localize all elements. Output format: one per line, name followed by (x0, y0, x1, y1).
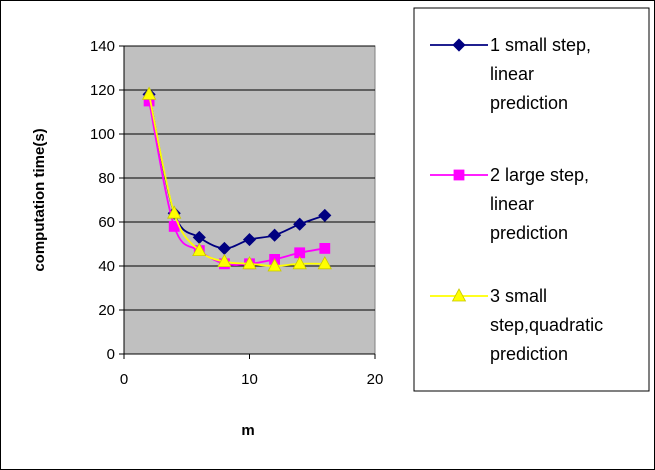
data-point (242, 255, 257, 270)
legend-marker (453, 169, 465, 181)
data-point (192, 242, 207, 257)
legend-label: linear (490, 64, 534, 84)
plot-area (123, 45, 376, 355)
data-point (141, 86, 157, 100)
legend-entry-3: 3 small step,quadratic prediction (430, 286, 603, 364)
y-axis-title: computation time(s) (31, 128, 48, 271)
legend-label: 1 small step, (490, 35, 591, 55)
data-point (268, 228, 282, 242)
data-point (293, 217, 307, 231)
y-tick-label: 120 (90, 82, 115, 99)
legend-entry-2: 2 large step, linear prediction (430, 165, 589, 243)
y-tick-label: 40 (98, 258, 115, 275)
legend-label: 3 small (490, 286, 547, 306)
y-tick-label: 20 (98, 302, 115, 319)
data-point (267, 258, 282, 272)
data-point (319, 242, 331, 254)
data-point (317, 255, 332, 270)
y-tick-label: 0 (107, 346, 115, 363)
x-axis-title: m (241, 422, 254, 439)
data-point (318, 208, 332, 222)
legend-marker (451, 288, 467, 302)
y-tick-label: 60 (98, 214, 115, 231)
data-point (167, 205, 182, 219)
x-tick-label: 10 (241, 371, 258, 388)
legend-box (413, 7, 650, 392)
legend-label: linear (490, 194, 534, 214)
legend-label: 2 large step, (490, 165, 589, 185)
data-point (217, 253, 232, 268)
legend-label: prediction (490, 344, 568, 364)
x-tick-label: 20 (367, 371, 384, 388)
legend-marker (452, 38, 466, 52)
data-point (242, 233, 257, 247)
legend-entry-1: 1 small step, linear prediction (430, 35, 591, 113)
grid-lines (124, 45, 375, 311)
x-tick-label: 0 (120, 371, 128, 388)
legend-label: prediction (490, 223, 568, 243)
y-tick-label: 80 (98, 170, 115, 187)
legend-label: step,quadratic (490, 315, 603, 335)
series-group (141, 86, 332, 272)
y-tick-label: 100 (90, 126, 115, 143)
y-tick-label: 140 (90, 38, 115, 55)
series-3 (141, 86, 332, 272)
data-point (292, 255, 307, 270)
axes: 0 20 40 60 80 100 120 140 0 10 20 (90, 38, 383, 388)
legend-label: prediction (490, 93, 568, 113)
